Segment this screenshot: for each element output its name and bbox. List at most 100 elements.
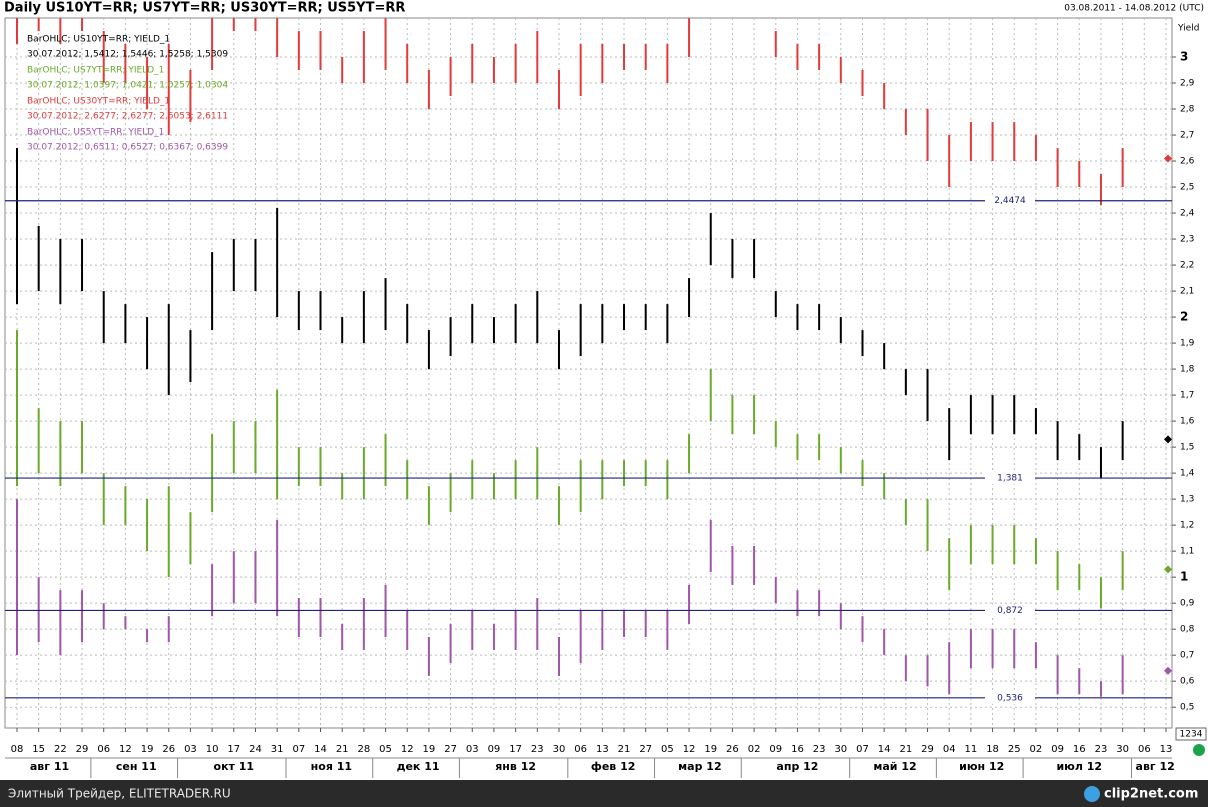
legend-info: 30.07.2012; 1,0397; 1,0421; 1,0257; 1,03… [27, 81, 228, 91]
y-tick-label: 2,5 [1180, 183, 1194, 193]
footer-source: Элитный Трейдер, ELITETRADER.RU [8, 787, 231, 801]
y-tick-label: 1,5 [1180, 443, 1194, 453]
legend-name: BarOHLC; US10YT=RR; YIELD_1 [27, 35, 170, 45]
y-tick-label: 1,4 [1180, 469, 1195, 479]
y-tick-label: 2 [1180, 310, 1188, 324]
scale-box [1175, 727, 1207, 741]
x-tick-label: 16 [1073, 744, 1086, 755]
level-label: 2,4474 [994, 196, 1026, 206]
x-tick-label: 24 [249, 744, 262, 755]
month-label: авг 11 [30, 760, 69, 773]
x-tick-label: 25 [1008, 744, 1021, 755]
logo-icon [1084, 786, 1100, 802]
chart-title: Daily US10YT=RR; US7YT=RR; US30YT=RR; US… [4, 1, 405, 16]
scale-box-label: 1234 [1180, 730, 1203, 740]
x-tick-label: 06 [1138, 744, 1151, 755]
legend-info: 30.07.2012; 0,6511; 0,6527; 0,6367; 0,63… [27, 143, 228, 153]
x-tick-label: 19 [141, 744, 154, 755]
x-tick-label: 18 [986, 744, 999, 755]
level-label: 0,872 [997, 606, 1023, 616]
x-tick-label: 11 [965, 744, 978, 755]
month-label: июн 12 [959, 760, 1004, 773]
x-tick-label: 08 [11, 744, 24, 755]
last-value-marker [1164, 565, 1172, 574]
x-tick-label: 22 [54, 744, 67, 755]
x-tick-label: 19 [704, 744, 717, 755]
x-tick-label: 21 [899, 744, 912, 755]
x-tick-label: 23 [531, 744, 544, 755]
x-tick-label: 03 [184, 744, 197, 755]
level-label-bg [985, 691, 1035, 704]
legend-info: 30.07.2012; 2,6277; 2,6277; 2,6053; 2,61… [27, 112, 228, 122]
level-label-bg [985, 604, 1035, 617]
x-tick-label: 13 [1160, 744, 1173, 755]
x-tick-label: 02 [748, 744, 761, 755]
x-tick-label: 05 [661, 744, 674, 755]
month-label: мар 12 [678, 760, 721, 773]
y-tick-label: 1 [1180, 570, 1188, 584]
x-tick-label: 26 [726, 744, 739, 755]
y-tick-label: 2,6 [1180, 157, 1195, 167]
x-tick-label: 05 [379, 744, 392, 755]
y-tick-label: 0,7 [1180, 651, 1194, 661]
x-tick-label: 30 [1116, 744, 1129, 755]
month-label: ноя 11 [311, 760, 352, 773]
y-tick-label: 2,9 [1180, 79, 1195, 89]
x-tick-label: 30 [834, 744, 847, 755]
month-label: дек 11 [397, 760, 440, 773]
grid: 0,5 0,6 0,7 0,8 0,9 1 1,1 1,2 1,3 1,4 1,5 1,6 1,7 1,8… [5, 18, 1195, 732]
y-tick-label: 0,5 [1180, 703, 1194, 713]
last-value-marker [1164, 435, 1172, 444]
x-tick-label: 29 [921, 744, 934, 755]
x-tick-label: 30 [553, 744, 566, 755]
level-label-bg [985, 472, 1035, 485]
x-tick-label: 14 [878, 744, 891, 755]
month-label: фев 12 [591, 760, 635, 773]
level-label: 1,381 [997, 474, 1023, 484]
x-tick-label: 31 [271, 744, 284, 755]
x-tick-label: 15 [32, 744, 45, 755]
month-label: янв 12 [495, 760, 536, 773]
overlay: 08 15 22 29 06 авг 11 12 19 26 03 сен 11 10 17 24 31 07… [5, 35, 1175, 778]
x-tick-label: 17 [509, 744, 522, 755]
status-dot [1193, 744, 1205, 756]
y-tick-label: 1,6 [1180, 417, 1195, 427]
y-tick-label: 1,1 [1180, 547, 1194, 557]
y-tick-label: 2,1 [1180, 287, 1194, 297]
x-tick-label: 14 [314, 744, 327, 755]
x-tick-label: 23 [1095, 744, 1108, 755]
y-tick-label: 1,3 [1180, 495, 1194, 505]
x-tick-label: 10 [206, 744, 219, 755]
y-tick-label: 1,2 [1180, 521, 1194, 531]
y-tick-label: 0,8 [1180, 625, 1195, 635]
x-tick-label: 12 [119, 744, 132, 755]
month-label: апр 12 [776, 760, 818, 773]
x-tick-label: 12 [401, 744, 414, 755]
y-tick-label: 3 [1180, 50, 1188, 64]
x-tick-label: 04 [943, 744, 956, 755]
y-tick-label: 0,6 [1180, 677, 1195, 687]
x-tick-label: 27 [444, 744, 457, 755]
y-tick-label: 2,2 [1180, 261, 1194, 271]
y-tick-label: 0,9 [1180, 599, 1195, 609]
x-tick-label: 09 [488, 744, 501, 755]
x-tick-label: 27 [639, 744, 652, 755]
y-tick-label: 2,8 [1180, 105, 1195, 115]
legend-name: BarOHLC; US5YT=RR; YIELD_1 [27, 128, 164, 138]
month-label: сен 11 [116, 760, 157, 773]
axis-title: Yield [1177, 24, 1199, 34]
y-tick-label: 1,8 [1180, 365, 1195, 375]
x-tick-label: 21 [618, 744, 631, 755]
x-tick-label: 06 [97, 744, 110, 755]
month-label: авг 12 [1136, 760, 1175, 773]
x-tick-label: 21 [336, 744, 349, 755]
x-tick-label: 02 [1030, 744, 1043, 755]
legend-name: BarOHLC; US30YT=RR; YIELD_1 [27, 97, 170, 107]
last-value-marker [1164, 154, 1172, 163]
x-tick-label: 09 [1051, 744, 1064, 755]
x-tick-label: 23 [813, 744, 826, 755]
legend-name: BarOHLC; US7YT=RR; YIELD_1 [27, 66, 164, 76]
x-tick-label: 03 [466, 744, 479, 755]
